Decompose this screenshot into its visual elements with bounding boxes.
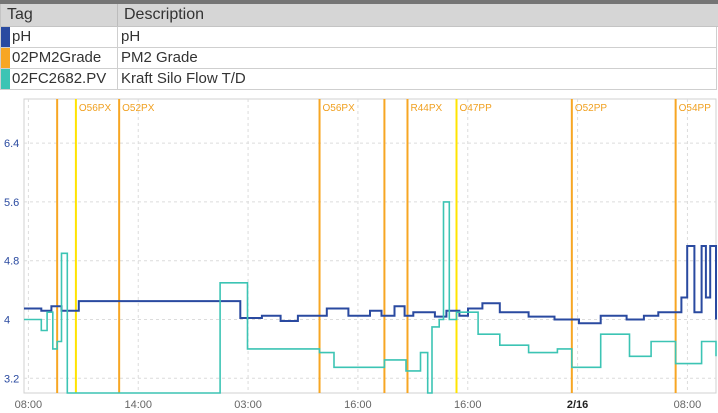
flow-series-line [24, 201, 717, 394]
grade-change-label: O52PP [575, 103, 608, 114]
legend-row-ph[interactable]: pH pH [0, 27, 717, 48]
legend-description: Kraft Silo Flow T/D [121, 70, 246, 87]
trend-chart[interactable]: O56PX O52PX O56PX R44PX O47PP O52PP O54PP 3.2 4… [0, 95, 718, 413]
legend-tag: 02PM2Grade [10, 48, 118, 68]
grade-change-label: O52PX [122, 103, 155, 114]
y-tick-label: 5.6 [4, 197, 19, 209]
ph-color-swatch [1, 27, 10, 47]
y-tick-label: 4.8 [4, 256, 19, 268]
grade-change-label: O54PP [679, 103, 712, 114]
x-tick-label: 08:00 [15, 399, 43, 411]
grid-layer [23, 98, 717, 394]
y-axis: 3.2 4 4.8 5.6 6.4 [4, 138, 19, 385]
legend-tag: pH [10, 27, 118, 47]
x-tick-label: 16:00 [454, 399, 482, 411]
legend-tag: 02FC2682.PV [10, 69, 118, 89]
grade-change-label: R44PX [410, 103, 442, 114]
grade-color-swatch [1, 48, 10, 68]
legend-description: pH [121, 28, 141, 45]
legend-row-grade[interactable]: 02PM2Grade PM2 Grade [0, 48, 717, 69]
x-tick-label: 2/16 [567, 399, 588, 411]
window-top-border [0, 0, 718, 4]
x-tick-label: 14:00 [124, 399, 152, 411]
series-layer [24, 201, 717, 394]
x-tick-label: 08:00 [674, 399, 702, 411]
x-tick-label: 16:00 [344, 399, 372, 411]
y-tick-label: 4 [4, 315, 10, 327]
trend-chart-svg[interactable]: O56PX O52PX O56PX R44PX O47PP O52PP O54PP 3.2 4… [0, 95, 718, 413]
legend-header-tag[interactable]: Tag [1, 4, 118, 26]
grade-marker-layer: O56PX O52PX O56PX R44PX O47PP O52PP O54PP [56, 99, 712, 393]
legend-table: Tag Description pH pH 02PM2Grade PM2 Gra… [0, 4, 718, 91]
grade-change-label: O56PX [79, 103, 112, 114]
ph-series-line [24, 245, 717, 325]
grade-change-label: O56PX [323, 103, 356, 114]
y-tick-label: 3.2 [4, 373, 19, 385]
legend-description: PM2 Grade [121, 49, 198, 66]
legend-row-flow[interactable]: 02FC2682.PV Kraft Silo Flow T/D [0, 69, 717, 90]
flow-color-swatch [1, 69, 10, 89]
grade-change-label: O47PP [460, 103, 493, 114]
y-tick-label: 6.4 [4, 138, 19, 150]
x-axis: 08:00 14:00 03:00 16:00 16:00 2/16 08:00 [15, 399, 702, 411]
legend-header-description[interactable]: Description [124, 6, 205, 23]
legend-header-row: Tag Description [0, 4, 718, 27]
x-tick-label: 03:00 [234, 399, 262, 411]
